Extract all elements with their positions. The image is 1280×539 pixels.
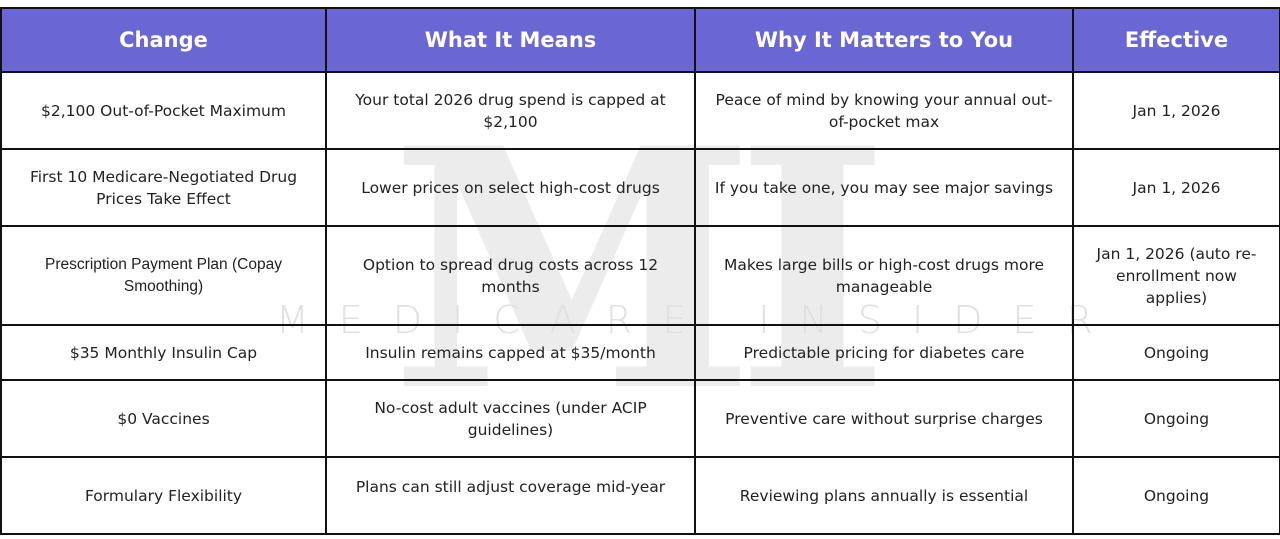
cell-effective: Jan 1, 2026 bbox=[1072, 71, 1280, 150]
cell-meaning: Lower prices on select high-cost drugs bbox=[325, 148, 696, 227]
table-row: $2,100 Out-of-Pocket Maximum Your total … bbox=[0, 71, 1280, 150]
cell-effective: Ongoing bbox=[1072, 456, 1280, 535]
cell-why: Makes large bills or high-cost drugs mor… bbox=[694, 225, 1074, 326]
cell-meaning: No-cost adult vaccines (under ACIP guide… bbox=[325, 379, 696, 458]
cell-effective: Ongoing bbox=[1072, 324, 1280, 381]
cell-why: Preventive care without surprise charges bbox=[694, 379, 1074, 458]
cell-change: First 10 Medicare-Negotiated Drug Prices… bbox=[0, 148, 327, 227]
cell-why: Peace of mind by knowing your annual out… bbox=[694, 71, 1074, 150]
cell-change: $35 Monthly Insulin Cap bbox=[0, 324, 327, 381]
cell-why: If you take one, you may see major savin… bbox=[694, 148, 1074, 227]
cell-change: $0 Vaccines bbox=[0, 379, 327, 458]
medicare-changes-table: Change What It Means Why It Matters to Y… bbox=[0, 7, 1280, 535]
header-why-it-matters: Why It Matters to You bbox=[694, 7, 1074, 73]
cell-effective: Ongoing bbox=[1072, 379, 1280, 458]
cell-why: Reviewing plans annually is essential bbox=[694, 456, 1074, 535]
cell-why: Predictable pricing for diabetes care bbox=[694, 324, 1074, 381]
header-what-it-means: What It Means bbox=[325, 7, 696, 73]
header-effective: Effective bbox=[1072, 7, 1280, 73]
cell-effective: Jan 1, 2026 bbox=[1072, 148, 1280, 227]
cell-meaning: Option to spread drug costs across 12 mo… bbox=[325, 225, 696, 326]
table-row: $0 Vaccines No-cost adult vaccines (unde… bbox=[0, 379, 1280, 458]
cell-meaning: Plans can still adjust coverage mid-year bbox=[325, 456, 696, 535]
cell-meaning: Insulin remains capped at $35/month bbox=[325, 324, 696, 381]
header-change: Change bbox=[0, 7, 327, 73]
cell-meaning: Your total 2026 drug spend is capped at … bbox=[325, 71, 696, 150]
cell-change: Formulary Flexibility bbox=[0, 456, 327, 535]
table-row: First 10 Medicare-Negotiated Drug Prices… bbox=[0, 148, 1280, 227]
table-row: Formulary Flexibility Plans can still ad… bbox=[0, 456, 1280, 535]
header-row: Change What It Means Why It Matters to Y… bbox=[0, 7, 1280, 73]
table-row: Prescription Payment Plan (Copay Smoothi… bbox=[0, 225, 1280, 326]
cell-change: Prescription Payment Plan (Copay Smoothi… bbox=[0, 225, 327, 326]
cell-change: $2,100 Out-of-Pocket Maximum bbox=[0, 71, 327, 150]
table-row: $35 Monthly Insulin Cap Insulin remains … bbox=[0, 324, 1280, 381]
cell-effective: Jan 1, 2026 (auto re-enrollment now appl… bbox=[1072, 225, 1280, 326]
